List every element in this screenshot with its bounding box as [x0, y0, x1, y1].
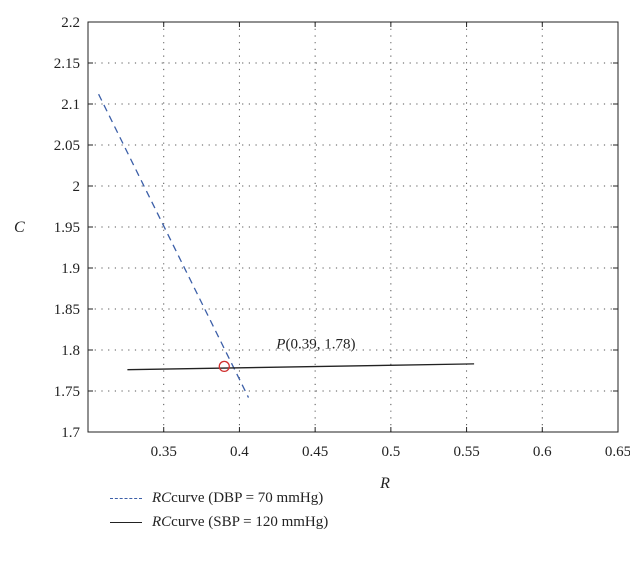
- series-line-sbp: [127, 363, 475, 371]
- y-tick-label: 2: [73, 179, 81, 195]
- x-tick-label: 0.4: [230, 444, 249, 460]
- y-tick-labels: 1.7 1.75 1.8 1.85 1.9 1.95 2 2.05 2.1 2.15 2.2: [54, 15, 81, 441]
- x-tick-labels: 0.35 0.4 0.45 0.5 0.55 0.6 0.65: [151, 444, 630, 460]
- intersection-marker: [218, 360, 230, 373]
- y-axis-label: C: [14, 219, 25, 236]
- annotation-point-coords: (0.39, 1.78): [285, 336, 355, 352]
- x-tick-label: 0.65: [605, 444, 630, 460]
- x-tick-label: 0.55: [453, 444, 479, 460]
- grid-lines: [88, 22, 618, 432]
- y-tick-label: 1.75: [54, 384, 80, 400]
- x-tick-label: 0.45: [302, 444, 328, 460]
- y-tick-label: 1.85: [54, 302, 80, 318]
- y-tick-label: 2.05: [54, 138, 80, 154]
- x-tick-label: 0.6: [533, 444, 552, 460]
- y-tick-label: 2.2: [61, 15, 80, 31]
- plot-frame: [87, 21, 619, 433]
- y-tick-label: 1.8: [61, 343, 80, 359]
- x-tick-label: 0.35: [151, 444, 177, 460]
- annotation-label: P(0.39, 1.78): [275, 336, 355, 352]
- y-tick-label: 2.1: [61, 97, 80, 113]
- y-tick-label: 2.15: [54, 56, 80, 72]
- series-line-dbp: [98, 93, 250, 398]
- x-tick-label: 0.5: [381, 444, 400, 460]
- y-tick-label: 1.9: [61, 261, 80, 277]
- y-tick-label: 1.95: [54, 220, 80, 236]
- series-lines: [98, 93, 475, 398]
- axis-ticks: [88, 21, 619, 433]
- y-tick-label: 1.7: [61, 425, 80, 441]
- x-axis-label: R: [379, 475, 390, 492]
- annotations: P(0.39, 1.78): [218, 336, 355, 373]
- annotation-point-name: P: [275, 336, 285, 352]
